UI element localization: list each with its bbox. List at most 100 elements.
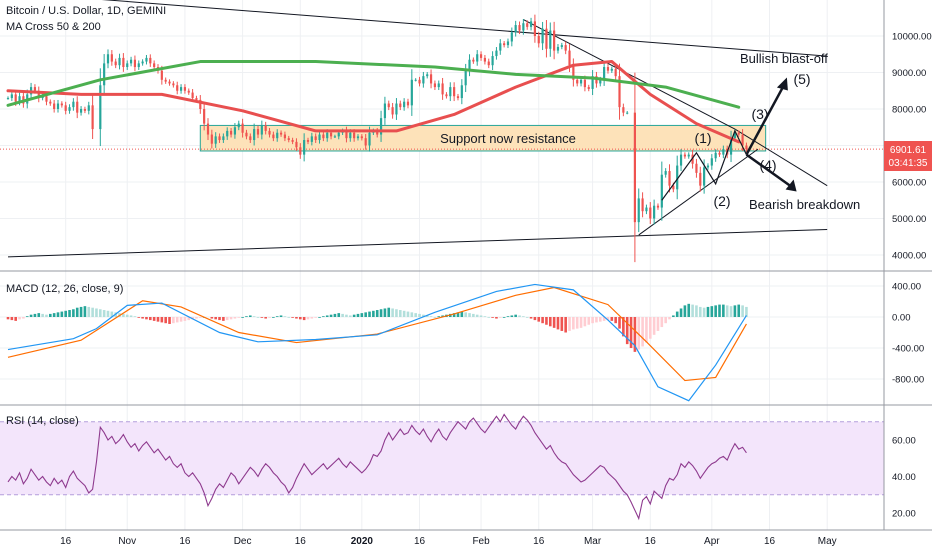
candle-body xyxy=(349,132,352,139)
candle-body xyxy=(310,136,313,142)
candle-body xyxy=(464,70,467,86)
candle-body xyxy=(303,140,306,155)
macd-histogram-bar xyxy=(337,313,341,317)
macd-histogram-bar xyxy=(106,310,110,317)
macd-histogram-bar xyxy=(587,317,591,325)
candle-body xyxy=(729,138,733,155)
candle-body xyxy=(195,98,198,100)
candle-body xyxy=(133,59,137,68)
candle-body xyxy=(672,185,675,190)
candle-body xyxy=(149,57,152,64)
candle-body xyxy=(199,99,202,109)
candle-body xyxy=(560,45,563,47)
candle-body xyxy=(206,123,210,135)
candle-body xyxy=(245,132,248,137)
macd-histogram-bar xyxy=(406,311,410,317)
x-tick-label: Dec xyxy=(234,536,252,547)
macd-histogram-bar xyxy=(668,317,671,320)
macd-histogram-bar xyxy=(606,317,610,321)
candle-body xyxy=(664,171,667,175)
macd-histogram-bar xyxy=(556,317,560,330)
macd-histogram-bar xyxy=(610,317,614,321)
candle-body xyxy=(214,136,217,144)
candle-body xyxy=(222,136,225,141)
ma-line-200 xyxy=(6,60,741,109)
rsi-title: RSI (14, close) xyxy=(6,415,79,427)
macd-histogram-bar xyxy=(79,306,83,317)
candle-body xyxy=(141,61,144,64)
macd-histogram-bar xyxy=(345,314,348,317)
macd-histogram-bar xyxy=(364,312,367,317)
candle-body xyxy=(599,79,602,84)
macd-histogram-bar xyxy=(264,317,267,319)
candle-body xyxy=(295,141,298,148)
macd-histogram-bar xyxy=(199,317,202,318)
macd-histogram-bar xyxy=(306,317,310,320)
macd-histogram-bar xyxy=(260,317,264,318)
candle-body xyxy=(237,123,240,128)
macd-histogram-bar xyxy=(214,317,217,320)
macd-histogram-bar xyxy=(252,316,256,318)
candle-body xyxy=(441,83,444,95)
candle-body xyxy=(33,87,37,91)
candle-body xyxy=(553,30,556,51)
macd-histogram-bar xyxy=(75,307,79,317)
macd-histogram-bar xyxy=(672,315,675,317)
macd-histogram-bar xyxy=(56,312,60,317)
candle-body xyxy=(164,79,167,82)
macd-histogram-bar xyxy=(714,305,717,317)
macd-histogram-bar xyxy=(698,306,702,317)
candle-body xyxy=(106,54,110,64)
x-tick-label: 16 xyxy=(414,536,426,547)
candle-body xyxy=(533,21,537,36)
macd-histogram-bar xyxy=(298,317,302,320)
macd-pane xyxy=(6,283,748,402)
macd-histogram-bar xyxy=(352,314,356,317)
macd-histogram-bar xyxy=(248,315,252,317)
candle-body xyxy=(576,79,579,84)
macd-histogram-bar xyxy=(137,317,141,318)
candle-body xyxy=(714,152,717,159)
trendline-layer xyxy=(7,0,828,258)
macd-histogram-bar xyxy=(502,317,506,318)
price-tick-label: 8000.00 xyxy=(892,105,926,116)
candle-body xyxy=(410,79,413,106)
support-zone-layer xyxy=(0,124,884,152)
rsi-pane xyxy=(0,413,884,521)
macd-histogram-bar xyxy=(602,317,606,321)
candle-body xyxy=(356,136,360,139)
candle-body xyxy=(414,79,417,81)
rsi-tick-label: 40.00 xyxy=(892,472,916,483)
macd-histogram-bar xyxy=(702,307,706,317)
candle-body xyxy=(318,134,321,141)
candle-body xyxy=(610,68,613,71)
candle-body xyxy=(699,172,702,186)
macd-histogram-bar xyxy=(510,315,514,317)
candle-body xyxy=(45,96,48,102)
macd-histogram-bar xyxy=(691,304,694,317)
candle-body xyxy=(226,130,229,137)
macd-histogram-bar xyxy=(168,317,171,324)
price-tick-label: 4000.00 xyxy=(892,251,926,262)
trendline-wedge-resistance xyxy=(523,19,828,187)
macd-histogram-bar xyxy=(183,317,187,321)
price-tag-countdown: 03:41:35 xyxy=(889,158,928,169)
candle-body xyxy=(76,101,79,113)
macd-histogram-bar xyxy=(110,311,114,317)
candle-body xyxy=(426,74,429,77)
macd-histogram-bar xyxy=(256,317,260,318)
macd-histogram-bar xyxy=(283,316,287,318)
macd-histogram-bar xyxy=(572,317,575,330)
candle-body xyxy=(487,61,490,66)
candle-body xyxy=(122,57,125,68)
candle-body xyxy=(241,123,244,133)
macd-histogram-bar xyxy=(10,317,14,321)
macd-histogram-bar xyxy=(333,313,337,317)
candle-body xyxy=(679,154,683,166)
candle-body xyxy=(353,132,356,139)
macd-histogram-bar xyxy=(745,306,748,317)
candle-body xyxy=(418,79,421,84)
macd-histogram-bar xyxy=(564,317,567,333)
macd-histogram-bar xyxy=(675,311,679,317)
